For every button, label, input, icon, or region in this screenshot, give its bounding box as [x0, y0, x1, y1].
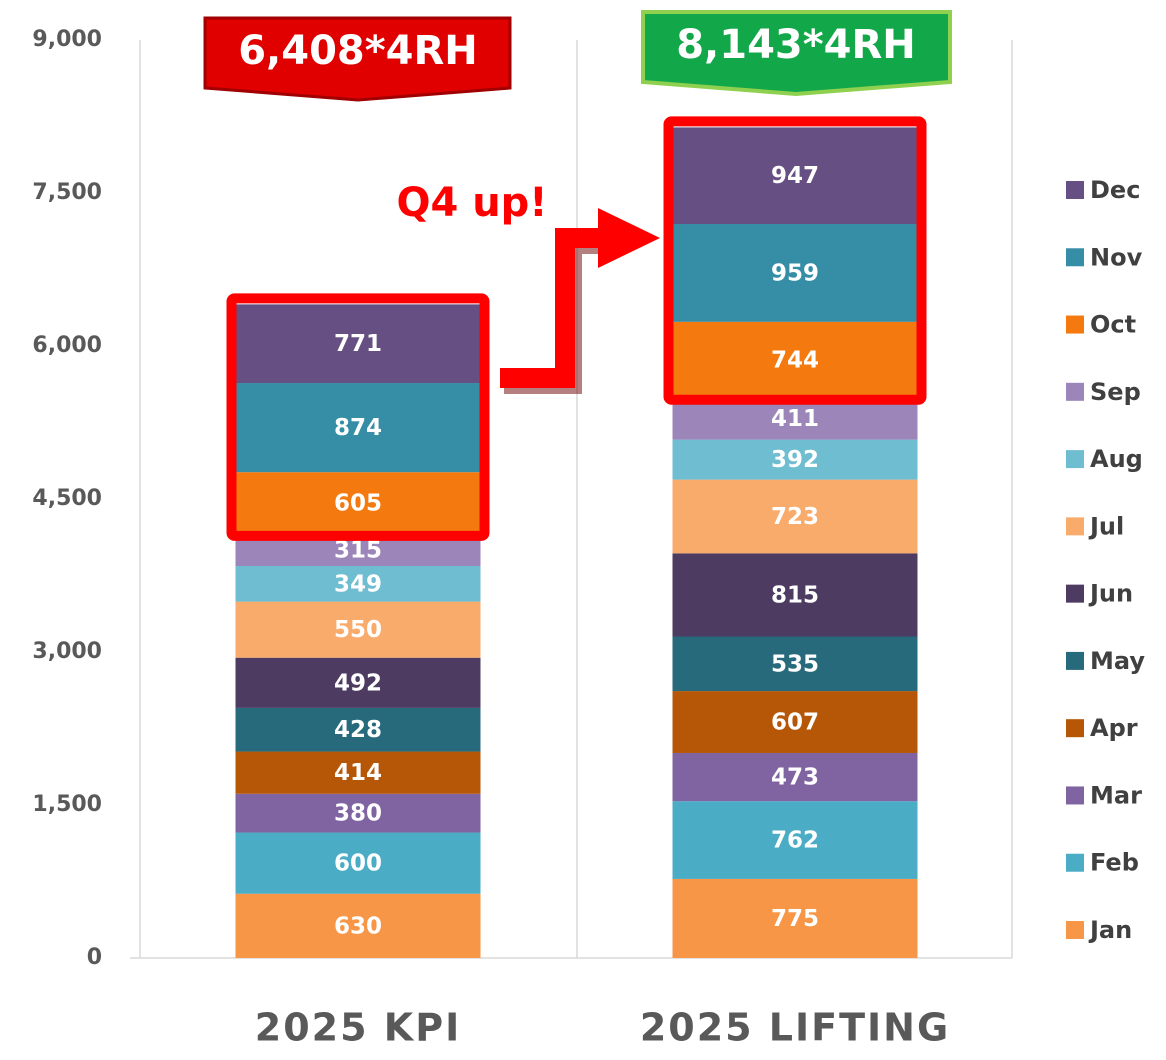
legend-label: Jul [1088, 512, 1124, 540]
bar-segment [235, 383, 481, 473]
value-label: 414 [334, 760, 382, 786]
y-tick-label: 7,500 [32, 180, 102, 205]
legend-label: Sep [1090, 378, 1141, 406]
bar-segment [672, 878, 918, 958]
legend-label: Mar [1090, 781, 1142, 809]
legend-label: Jun [1088, 580, 1133, 608]
value-label: 380 [334, 801, 382, 827]
value-label: 815 [771, 582, 819, 608]
value-label: 535 [771, 651, 819, 677]
legend-swatch [1066, 719, 1084, 738]
value-label: 947 [771, 163, 819, 189]
legend-label: May [1090, 647, 1145, 675]
highlight-boxes [226, 116, 927, 541]
bar-segment [235, 657, 481, 708]
legend-swatch [1066, 181, 1084, 199]
kpi-total: 6,408*4RH [238, 28, 478, 74]
bar-segment [235, 601, 481, 658]
y-tick-label: 9,000 [32, 27, 102, 52]
value-label: 411 [771, 406, 819, 432]
value-label: 744 [771, 347, 819, 373]
bar-segment [235, 304, 481, 384]
value-label: 630 [334, 913, 382, 939]
value-label: 392 [771, 447, 819, 473]
value-label: 492 [334, 670, 382, 696]
bar-segment [235, 751, 481, 794]
bar-segment [672, 127, 918, 225]
value-label: 607 [771, 710, 819, 736]
legend-swatch [1066, 651, 1084, 670]
value-label: 428 [334, 717, 382, 743]
bar-segment [672, 801, 918, 879]
value-label: 605 [334, 491, 382, 517]
kpi-banner [203, 16, 512, 102]
value-label: 874 [334, 415, 382, 441]
y-tick-label: 6,000 [32, 333, 102, 358]
bar-segment [672, 321, 918, 398]
lifting-banner [641, 10, 952, 97]
y-tick-label: 0 [87, 945, 102, 970]
legend-label: Apr [1090, 714, 1138, 742]
lifting-total: 8,143*4RH [676, 22, 916, 68]
bar-segment [235, 472, 481, 534]
bar-segment [672, 553, 918, 637]
legend-label: Dec [1090, 176, 1140, 204]
legend-swatch [1066, 248, 1084, 267]
value-label: 723 [771, 504, 819, 530]
bars: 630 600 380 414 428 492 550 349 315 605 874 771 775 7… [235, 127, 918, 958]
y-tick-label: 4,500 [32, 486, 102, 511]
legend-label: Feb [1090, 849, 1139, 877]
legend-swatch [1066, 786, 1084, 805]
legend-label: Nov [1090, 243, 1143, 271]
legend-swatch [1066, 517, 1084, 536]
bar-segment [672, 439, 918, 480]
value-label: 550 [334, 617, 382, 643]
q4-highlight [663, 116, 927, 405]
bar-segment [235, 793, 481, 833]
value-label: 600 [334, 851, 382, 877]
q4-annotation: Q4 up! [396, 180, 547, 226]
legend-label: Jan [1088, 916, 1132, 944]
value-label: 771 [334, 331, 382, 357]
arrow [500, 228, 605, 388]
value-label: 349 [334, 571, 382, 597]
legend-swatch [1066, 315, 1084, 334]
x-tick-label: 2025 LIFTING [640, 1006, 950, 1050]
bar-segment [672, 224, 918, 322]
legend-swatch [1066, 382, 1084, 401]
legend-swatch [1066, 853, 1084, 872]
arrow-head [598, 208, 660, 268]
bar-segment [672, 752, 918, 802]
legend-label: Oct [1090, 311, 1136, 339]
bar-segment [672, 636, 918, 692]
legend-swatch [1066, 450, 1084, 469]
legend-swatch [1066, 584, 1084, 603]
q4-highlight [226, 293, 490, 541]
bar-segment [235, 832, 481, 894]
value-label: 762 [771, 828, 819, 854]
legend-swatch [1066, 921, 1084, 939]
y-tick-label: 1,500 [32, 792, 102, 817]
bar-segment [672, 691, 918, 753]
value-label: 473 [771, 765, 819, 791]
value-label: 775 [771, 906, 819, 932]
bar-segment [235, 893, 481, 958]
bar-segment [672, 479, 918, 554]
legend-label: Aug [1090, 445, 1143, 473]
value-label: 315 [334, 537, 382, 563]
bar-segment [235, 566, 481, 602]
y-tick-label: 3,000 [32, 639, 102, 664]
value-label: 959 [771, 260, 819, 286]
x-tick-label: 2025 KPI [255, 1006, 461, 1050]
bar-segment [235, 707, 481, 752]
